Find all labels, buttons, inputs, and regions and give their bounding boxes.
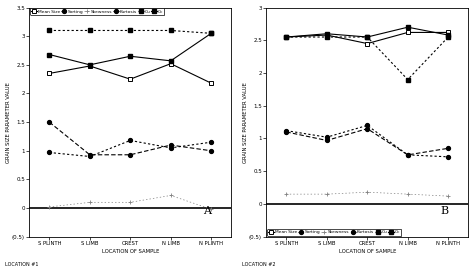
X-axis label: LOCATION OF SAMPLE: LOCATION OF SAMPLE: [338, 249, 396, 254]
Text: A: A: [203, 206, 211, 216]
Y-axis label: GRAIN SIZE PARAMETER VALUE: GRAIN SIZE PARAMETER VALUE: [243, 82, 247, 163]
Legend: Mean Size, Sorting, Skewness, Kurtosis, Cu, Cc: Mean Size, Sorting, Skewness, Kurtosis, …: [267, 229, 401, 236]
Text: B: B: [440, 206, 448, 216]
Text: LOCATION #2: LOCATION #2: [242, 262, 275, 267]
Y-axis label: GRAIN SIZE PARAMETER VALUE: GRAIN SIZE PARAMETER VALUE: [6, 82, 10, 163]
Legend: Mean Size, Sorting, Skewness, Kurtosis, Cu, Cc: Mean Size, Sorting, Skewness, Kurtosis, …: [30, 8, 164, 15]
Text: LOCATION #1: LOCATION #1: [5, 262, 38, 267]
X-axis label: LOCATION OF SAMPLE: LOCATION OF SAMPLE: [101, 249, 159, 254]
